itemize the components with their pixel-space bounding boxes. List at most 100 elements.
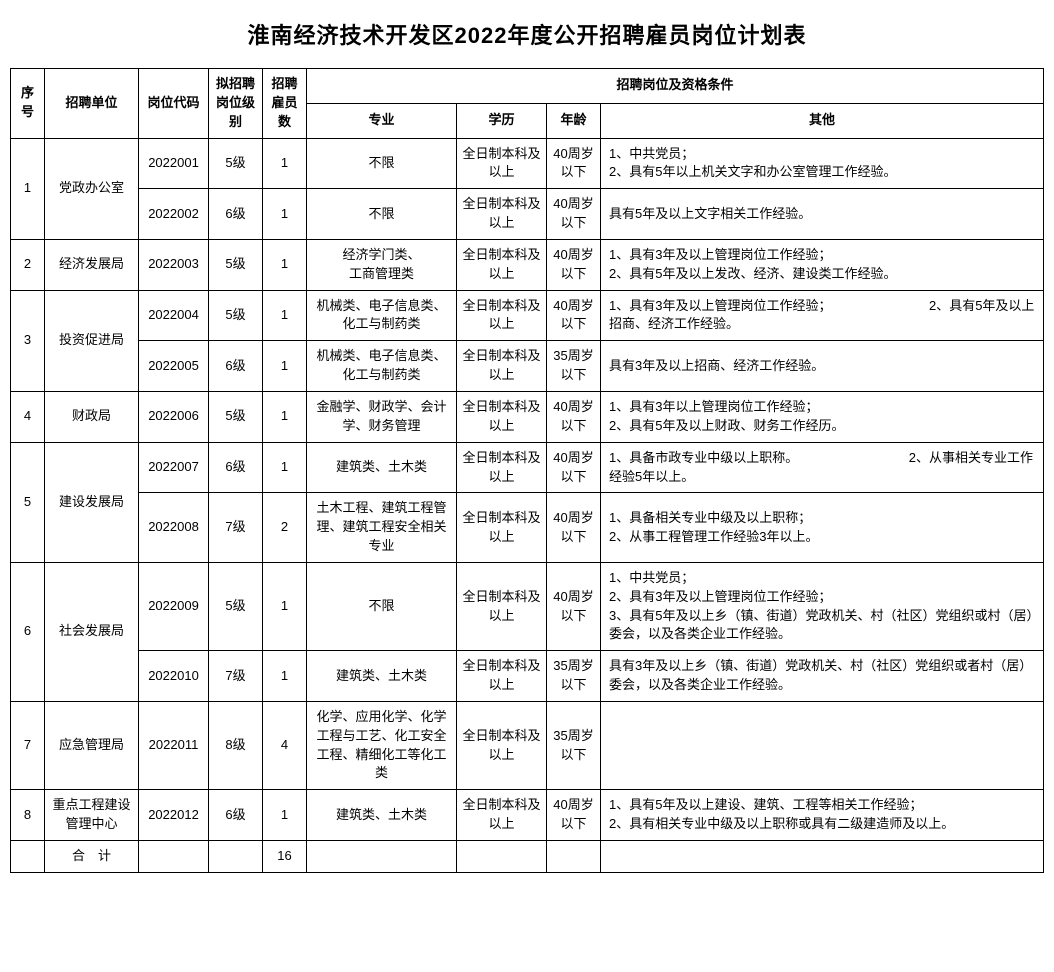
cell-unit: 应急管理局 [45, 701, 139, 789]
cell-other: 1、具备相关专业中级及以上职称；2、从事工程管理工作经验3年以上。 [601, 493, 1044, 563]
cell-code: 2022012 [139, 790, 209, 841]
cell-major: 经济学门类、工商管理类 [307, 239, 457, 290]
cell-blank [547, 841, 601, 873]
cell-major: 化学、应用化学、化学工程与工艺、化工安全工程、精细化工等化工类 [307, 701, 457, 789]
cell-edu: 全日制本科及以上 [457, 189, 547, 240]
cell-edu: 全日制本科及以上 [457, 239, 547, 290]
cell-count: 1 [263, 290, 307, 341]
cell-code: 2022008 [139, 493, 209, 563]
cell-age: 40周岁以下 [547, 239, 601, 290]
cell-other: 具有5年及以上文字相关工作经验。 [601, 189, 1044, 240]
th-major: 专业 [307, 103, 457, 138]
cell-level: 6级 [209, 442, 263, 493]
cell-level: 6级 [209, 341, 263, 392]
cell-other: 1、具有3年以上管理岗位工作经验；2、具有5年及以上财政、财务工作经历。 [601, 391, 1044, 442]
cell-level: 5级 [209, 239, 263, 290]
th-code: 岗位代码 [139, 69, 209, 139]
recruitment-table: 序号 招聘单位 岗位代码 拟招聘岗位级别 招聘雇员数 招聘岗位及资格条件 专业 … [10, 68, 1044, 873]
cell-code: 2022005 [139, 341, 209, 392]
cell-count: 1 [263, 341, 307, 392]
cell-other [601, 701, 1044, 789]
cell-level: 6级 [209, 790, 263, 841]
cell-count: 4 [263, 701, 307, 789]
cell-code: 2022007 [139, 442, 209, 493]
cell-edu: 全日制本科及以上 [457, 790, 547, 841]
table-row: 5建设发展局20220076级1建筑类、土木类全日制本科及以上40周岁以下1、具… [11, 442, 1044, 493]
cell-blank [307, 841, 457, 873]
th-level: 拟招聘岗位级别 [209, 69, 263, 139]
cell-level: 8级 [209, 701, 263, 789]
cell-code: 2022009 [139, 562, 209, 650]
cell-age: 35周岁以下 [547, 701, 601, 789]
cell-level: 6级 [209, 189, 263, 240]
table-body: 1党政办公室20220015级1不限全日制本科及以上40周岁以下1、中共党员；2… [11, 138, 1044, 872]
cell-age: 40周岁以下 [547, 290, 601, 341]
table-row: 7应急管理局20220118级4化学、应用化学、化学工程与工艺、化工安全工程、精… [11, 701, 1044, 789]
cell-unit: 投资促进局 [45, 290, 139, 391]
cell-major: 不限 [307, 138, 457, 189]
cell-total-count: 16 [263, 841, 307, 873]
cell-edu: 全日制本科及以上 [457, 493, 547, 563]
cell-age: 40周岁以下 [547, 790, 601, 841]
cell-unit: 党政办公室 [45, 138, 139, 239]
cell-blank [601, 841, 1044, 873]
cell-age: 40周岁以下 [547, 562, 601, 650]
th-count: 招聘雇员数 [263, 69, 307, 139]
table-row: 8重点工程建设管理中心20220126级1建筑类、土木类全日制本科及以上40周岁… [11, 790, 1044, 841]
cell-other: 1、具备市政专业中级以上职称。 2、从事相关专业工作经验5年以上。 [601, 442, 1044, 493]
cell-other: 1、具有3年及以上管理岗位工作经验； 2、具有5年及以上招商、经济工作经验。 [601, 290, 1044, 341]
table-row: 2经济发展局20220035级1经济学门类、工商管理类全日制本科及以上40周岁以… [11, 239, 1044, 290]
cell-other: 1、中共党员；2、具有5年以上机关文字和办公室管理工作经验。 [601, 138, 1044, 189]
table-row: 20220087级2土木工程、建筑工程管理、建筑工程安全相关专业全日制本科及以上… [11, 493, 1044, 563]
cell-level: 5级 [209, 391, 263, 442]
cell-level: 5级 [209, 138, 263, 189]
cell-blank [139, 841, 209, 873]
th-idx: 序号 [11, 69, 45, 139]
cell-idx: 7 [11, 701, 45, 789]
cell-age: 40周岁以下 [547, 391, 601, 442]
cell-count: 1 [263, 790, 307, 841]
cell-major: 建筑类、土木类 [307, 651, 457, 702]
cell-level: 7级 [209, 651, 263, 702]
cell-edu: 全日制本科及以上 [457, 651, 547, 702]
cell-total-label: 合 计 [45, 841, 139, 873]
cell-other: 1、具有5年及以上建设、建筑、工程等相关工作经验；2、具有相关专业中级及以上职称… [601, 790, 1044, 841]
cell-count: 2 [263, 493, 307, 563]
table-row: 20220107级1建筑类、土木类全日制本科及以上35周岁以下具有3年及以上乡（… [11, 651, 1044, 702]
th-edu: 学历 [457, 103, 547, 138]
cell-unit: 经济发展局 [45, 239, 139, 290]
cell-unit: 财政局 [45, 391, 139, 442]
cell-age: 35周岁以下 [547, 341, 601, 392]
cell-code: 2022006 [139, 391, 209, 442]
cell-code: 2022011 [139, 701, 209, 789]
cell-count: 1 [263, 651, 307, 702]
cell-other: 具有3年及以上招商、经济工作经验。 [601, 341, 1044, 392]
cell-edu: 全日制本科及以上 [457, 341, 547, 392]
cell-edu: 全日制本科及以上 [457, 290, 547, 341]
cell-major: 不限 [307, 562, 457, 650]
cell-count: 1 [263, 391, 307, 442]
cell-code: 2022004 [139, 290, 209, 341]
th-other: 其他 [601, 103, 1044, 138]
table-row: 20220056级1机械类、电子信息类、化工与制药类全日制本科及以上35周岁以下… [11, 341, 1044, 392]
table-row: 1党政办公室20220015级1不限全日制本科及以上40周岁以下1、中共党员；2… [11, 138, 1044, 189]
cell-code: 2022010 [139, 651, 209, 702]
cell-idx: 2 [11, 239, 45, 290]
cell-level: 5级 [209, 290, 263, 341]
cell-edu: 全日制本科及以上 [457, 442, 547, 493]
cell-idx: 1 [11, 138, 45, 239]
cell-age: 40周岁以下 [547, 493, 601, 563]
cell-idx: 3 [11, 290, 45, 391]
table-total-row: 合 计 16 [11, 841, 1044, 873]
table-row: 3投资促进局20220045级1机械类、电子信息类、化工与制药类全日制本科及以上… [11, 290, 1044, 341]
cell-age: 40周岁以下 [547, 442, 601, 493]
cell-unit: 社会发展局 [45, 562, 139, 701]
table-row: 6社会发展局20220095级1不限全日制本科及以上40周岁以下1、中共党员；2… [11, 562, 1044, 650]
th-group: 招聘岗位及资格条件 [307, 69, 1044, 104]
cell-idx: 4 [11, 391, 45, 442]
cell-level: 5级 [209, 562, 263, 650]
cell-unit: 重点工程建设管理中心 [45, 790, 139, 841]
cell-major: 不限 [307, 189, 457, 240]
cell-age: 40周岁以下 [547, 138, 601, 189]
cell-major: 机械类、电子信息类、化工与制药类 [307, 290, 457, 341]
